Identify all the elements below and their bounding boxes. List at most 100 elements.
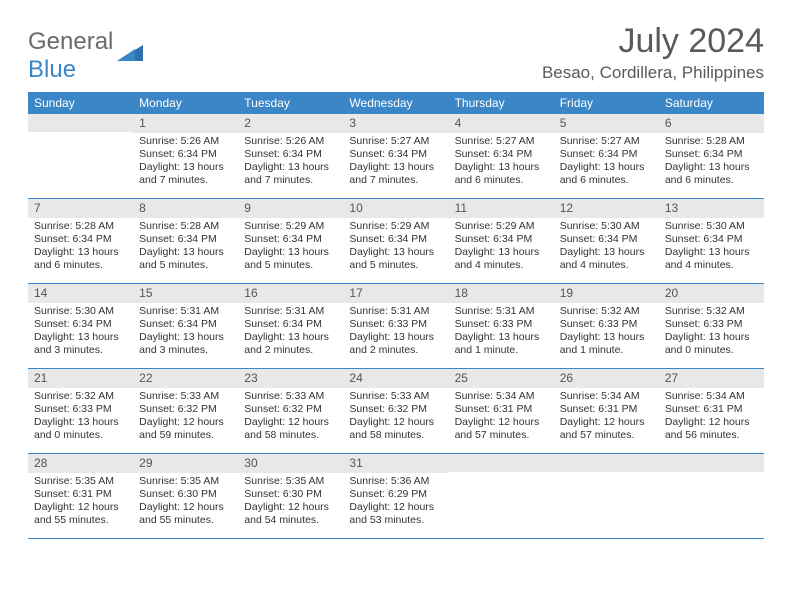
day-cell-empty bbox=[449, 454, 554, 538]
day-cell-empty bbox=[659, 454, 764, 538]
day-sunrise: Sunrise: 5:36 AM bbox=[349, 475, 442, 488]
day-daylight2: and 2 minutes. bbox=[349, 344, 442, 357]
day-content: Sunrise: 5:33 AMSunset: 6:32 PMDaylight:… bbox=[343, 388, 448, 447]
day-sunrise: Sunrise: 5:28 AM bbox=[665, 135, 758, 148]
day-cell-28: 28Sunrise: 5:35 AMSunset: 6:31 PMDayligh… bbox=[28, 454, 133, 538]
day-content: Sunrise: 5:35 AMSunset: 6:30 PMDaylight:… bbox=[238, 473, 343, 532]
day-sunset: Sunset: 6:33 PM bbox=[455, 318, 548, 331]
day-number: 31 bbox=[343, 454, 448, 473]
day-daylight2: and 4 minutes. bbox=[455, 259, 548, 272]
day-cell-empty bbox=[554, 454, 659, 538]
day-sunset: Sunset: 6:31 PM bbox=[455, 403, 548, 416]
day-sunset: Sunset: 6:29 PM bbox=[349, 488, 442, 501]
day-sunset: Sunset: 6:33 PM bbox=[560, 318, 653, 331]
day-cell-10: 10Sunrise: 5:29 AMSunset: 6:34 PMDayligh… bbox=[343, 199, 448, 283]
day-cell-16: 16Sunrise: 5:31 AMSunset: 6:34 PMDayligh… bbox=[238, 284, 343, 368]
calendar: SundayMondayTuesdayWednesdayThursdayFrid… bbox=[28, 92, 764, 539]
day-daylight2: and 7 minutes. bbox=[139, 174, 232, 187]
day-daylight2: and 6 minutes. bbox=[665, 174, 758, 187]
day-daylight2: and 5 minutes. bbox=[139, 259, 232, 272]
weekday-saturday: Saturday bbox=[659, 92, 764, 114]
day-sunset: Sunset: 6:32 PM bbox=[139, 403, 232, 416]
month-title: July 2024 bbox=[542, 22, 764, 61]
day-daylight2: and 54 minutes. bbox=[244, 514, 337, 527]
weekday-monday: Monday bbox=[133, 92, 238, 114]
weekday-header-row: SundayMondayTuesdayWednesdayThursdayFrid… bbox=[28, 92, 764, 114]
day-number: 17 bbox=[343, 284, 448, 303]
logo: General Blue bbox=[28, 22, 145, 84]
day-sunset: Sunset: 6:34 PM bbox=[560, 148, 653, 161]
day-cell-2: 2Sunrise: 5:26 AMSunset: 6:34 PMDaylight… bbox=[238, 114, 343, 198]
day-content: Sunrise: 5:30 AMSunset: 6:34 PMDaylight:… bbox=[554, 218, 659, 277]
day-daylight2: and 1 minute. bbox=[455, 344, 548, 357]
day-daylight1: Daylight: 12 hours bbox=[455, 416, 548, 429]
day-cell-29: 29Sunrise: 5:35 AMSunset: 6:30 PMDayligh… bbox=[133, 454, 238, 538]
day-cell-15: 15Sunrise: 5:31 AMSunset: 6:34 PMDayligh… bbox=[133, 284, 238, 368]
day-cell-21: 21Sunrise: 5:32 AMSunset: 6:33 PMDayligh… bbox=[28, 369, 133, 453]
day-content: Sunrise: 5:33 AMSunset: 6:32 PMDaylight:… bbox=[238, 388, 343, 447]
day-daylight1: Daylight: 13 hours bbox=[665, 246, 758, 259]
day-sunset: Sunset: 6:34 PM bbox=[665, 233, 758, 246]
day-sunset: Sunset: 6:34 PM bbox=[34, 318, 127, 331]
day-sunset: Sunset: 6:34 PM bbox=[665, 148, 758, 161]
day-daylight1: Daylight: 13 hours bbox=[244, 161, 337, 174]
day-sunset: Sunset: 6:34 PM bbox=[560, 233, 653, 246]
day-sunrise: Sunrise: 5:26 AM bbox=[139, 135, 232, 148]
day-number: 22 bbox=[133, 369, 238, 388]
day-number: 6 bbox=[659, 114, 764, 133]
day-number bbox=[449, 454, 554, 472]
day-daylight2: and 3 minutes. bbox=[139, 344, 232, 357]
logo-triangle-icon bbox=[117, 43, 145, 70]
day-sunset: Sunset: 6:34 PM bbox=[139, 148, 232, 161]
day-sunrise: Sunrise: 5:26 AM bbox=[244, 135, 337, 148]
day-content: Sunrise: 5:35 AMSunset: 6:30 PMDaylight:… bbox=[133, 473, 238, 532]
day-cell-5: 5Sunrise: 5:27 AMSunset: 6:34 PMDaylight… bbox=[554, 114, 659, 198]
day-cell-11: 11Sunrise: 5:29 AMSunset: 6:34 PMDayligh… bbox=[449, 199, 554, 283]
day-sunrise: Sunrise: 5:33 AM bbox=[349, 390, 442, 403]
day-daylight1: Daylight: 13 hours bbox=[139, 246, 232, 259]
day-sunset: Sunset: 6:33 PM bbox=[665, 318, 758, 331]
day-sunset: Sunset: 6:33 PM bbox=[349, 318, 442, 331]
day-content: Sunrise: 5:31 AMSunset: 6:33 PMDaylight:… bbox=[343, 303, 448, 362]
day-number: 12 bbox=[554, 199, 659, 218]
day-content: Sunrise: 5:27 AMSunset: 6:34 PMDaylight:… bbox=[554, 133, 659, 192]
day-cell-19: 19Sunrise: 5:32 AMSunset: 6:33 PMDayligh… bbox=[554, 284, 659, 368]
day-cell-31: 31Sunrise: 5:36 AMSunset: 6:29 PMDayligh… bbox=[343, 454, 448, 538]
day-daylight1: Daylight: 13 hours bbox=[349, 246, 442, 259]
day-number: 4 bbox=[449, 114, 554, 133]
day-cell-14: 14Sunrise: 5:30 AMSunset: 6:34 PMDayligh… bbox=[28, 284, 133, 368]
day-number: 27 bbox=[659, 369, 764, 388]
day-daylight2: and 0 minutes. bbox=[665, 344, 758, 357]
day-cell-22: 22Sunrise: 5:33 AMSunset: 6:32 PMDayligh… bbox=[133, 369, 238, 453]
day-sunrise: Sunrise: 5:35 AM bbox=[139, 475, 232, 488]
day-sunrise: Sunrise: 5:31 AM bbox=[139, 305, 232, 318]
day-number: 15 bbox=[133, 284, 238, 303]
day-content: Sunrise: 5:29 AMSunset: 6:34 PMDaylight:… bbox=[449, 218, 554, 277]
day-content: Sunrise: 5:26 AMSunset: 6:34 PMDaylight:… bbox=[133, 133, 238, 192]
day-daylight2: and 59 minutes. bbox=[139, 429, 232, 442]
day-sunset: Sunset: 6:31 PM bbox=[34, 488, 127, 501]
day-content: Sunrise: 5:36 AMSunset: 6:29 PMDaylight:… bbox=[343, 473, 448, 532]
day-daylight2: and 5 minutes. bbox=[244, 259, 337, 272]
day-number: 13 bbox=[659, 199, 764, 218]
day-daylight2: and 6 minutes. bbox=[560, 174, 653, 187]
day-content: Sunrise: 5:32 AMSunset: 6:33 PMDaylight:… bbox=[554, 303, 659, 362]
logo-text-blue: Blue bbox=[28, 56, 76, 83]
day-daylight1: Daylight: 13 hours bbox=[665, 331, 758, 344]
day-sunrise: Sunrise: 5:34 AM bbox=[560, 390, 653, 403]
day-sunset: Sunset: 6:31 PM bbox=[665, 403, 758, 416]
header: General Blue July 2024 Besao, Cordillera… bbox=[28, 22, 764, 84]
day-number: 29 bbox=[133, 454, 238, 473]
day-sunrise: Sunrise: 5:32 AM bbox=[34, 390, 127, 403]
day-cell-3: 3Sunrise: 5:27 AMSunset: 6:34 PMDaylight… bbox=[343, 114, 448, 198]
day-daylight1: Daylight: 12 hours bbox=[349, 416, 442, 429]
day-content: Sunrise: 5:28 AMSunset: 6:34 PMDaylight:… bbox=[133, 218, 238, 277]
day-daylight1: Daylight: 12 hours bbox=[560, 416, 653, 429]
day-number: 26 bbox=[554, 369, 659, 388]
day-cell-24: 24Sunrise: 5:33 AMSunset: 6:32 PMDayligh… bbox=[343, 369, 448, 453]
week-row: 1Sunrise: 5:26 AMSunset: 6:34 PMDaylight… bbox=[28, 114, 764, 199]
weekday-friday: Friday bbox=[554, 92, 659, 114]
day-number: 2 bbox=[238, 114, 343, 133]
day-content: Sunrise: 5:32 AMSunset: 6:33 PMDaylight:… bbox=[28, 388, 133, 447]
day-cell-4: 4Sunrise: 5:27 AMSunset: 6:34 PMDaylight… bbox=[449, 114, 554, 198]
